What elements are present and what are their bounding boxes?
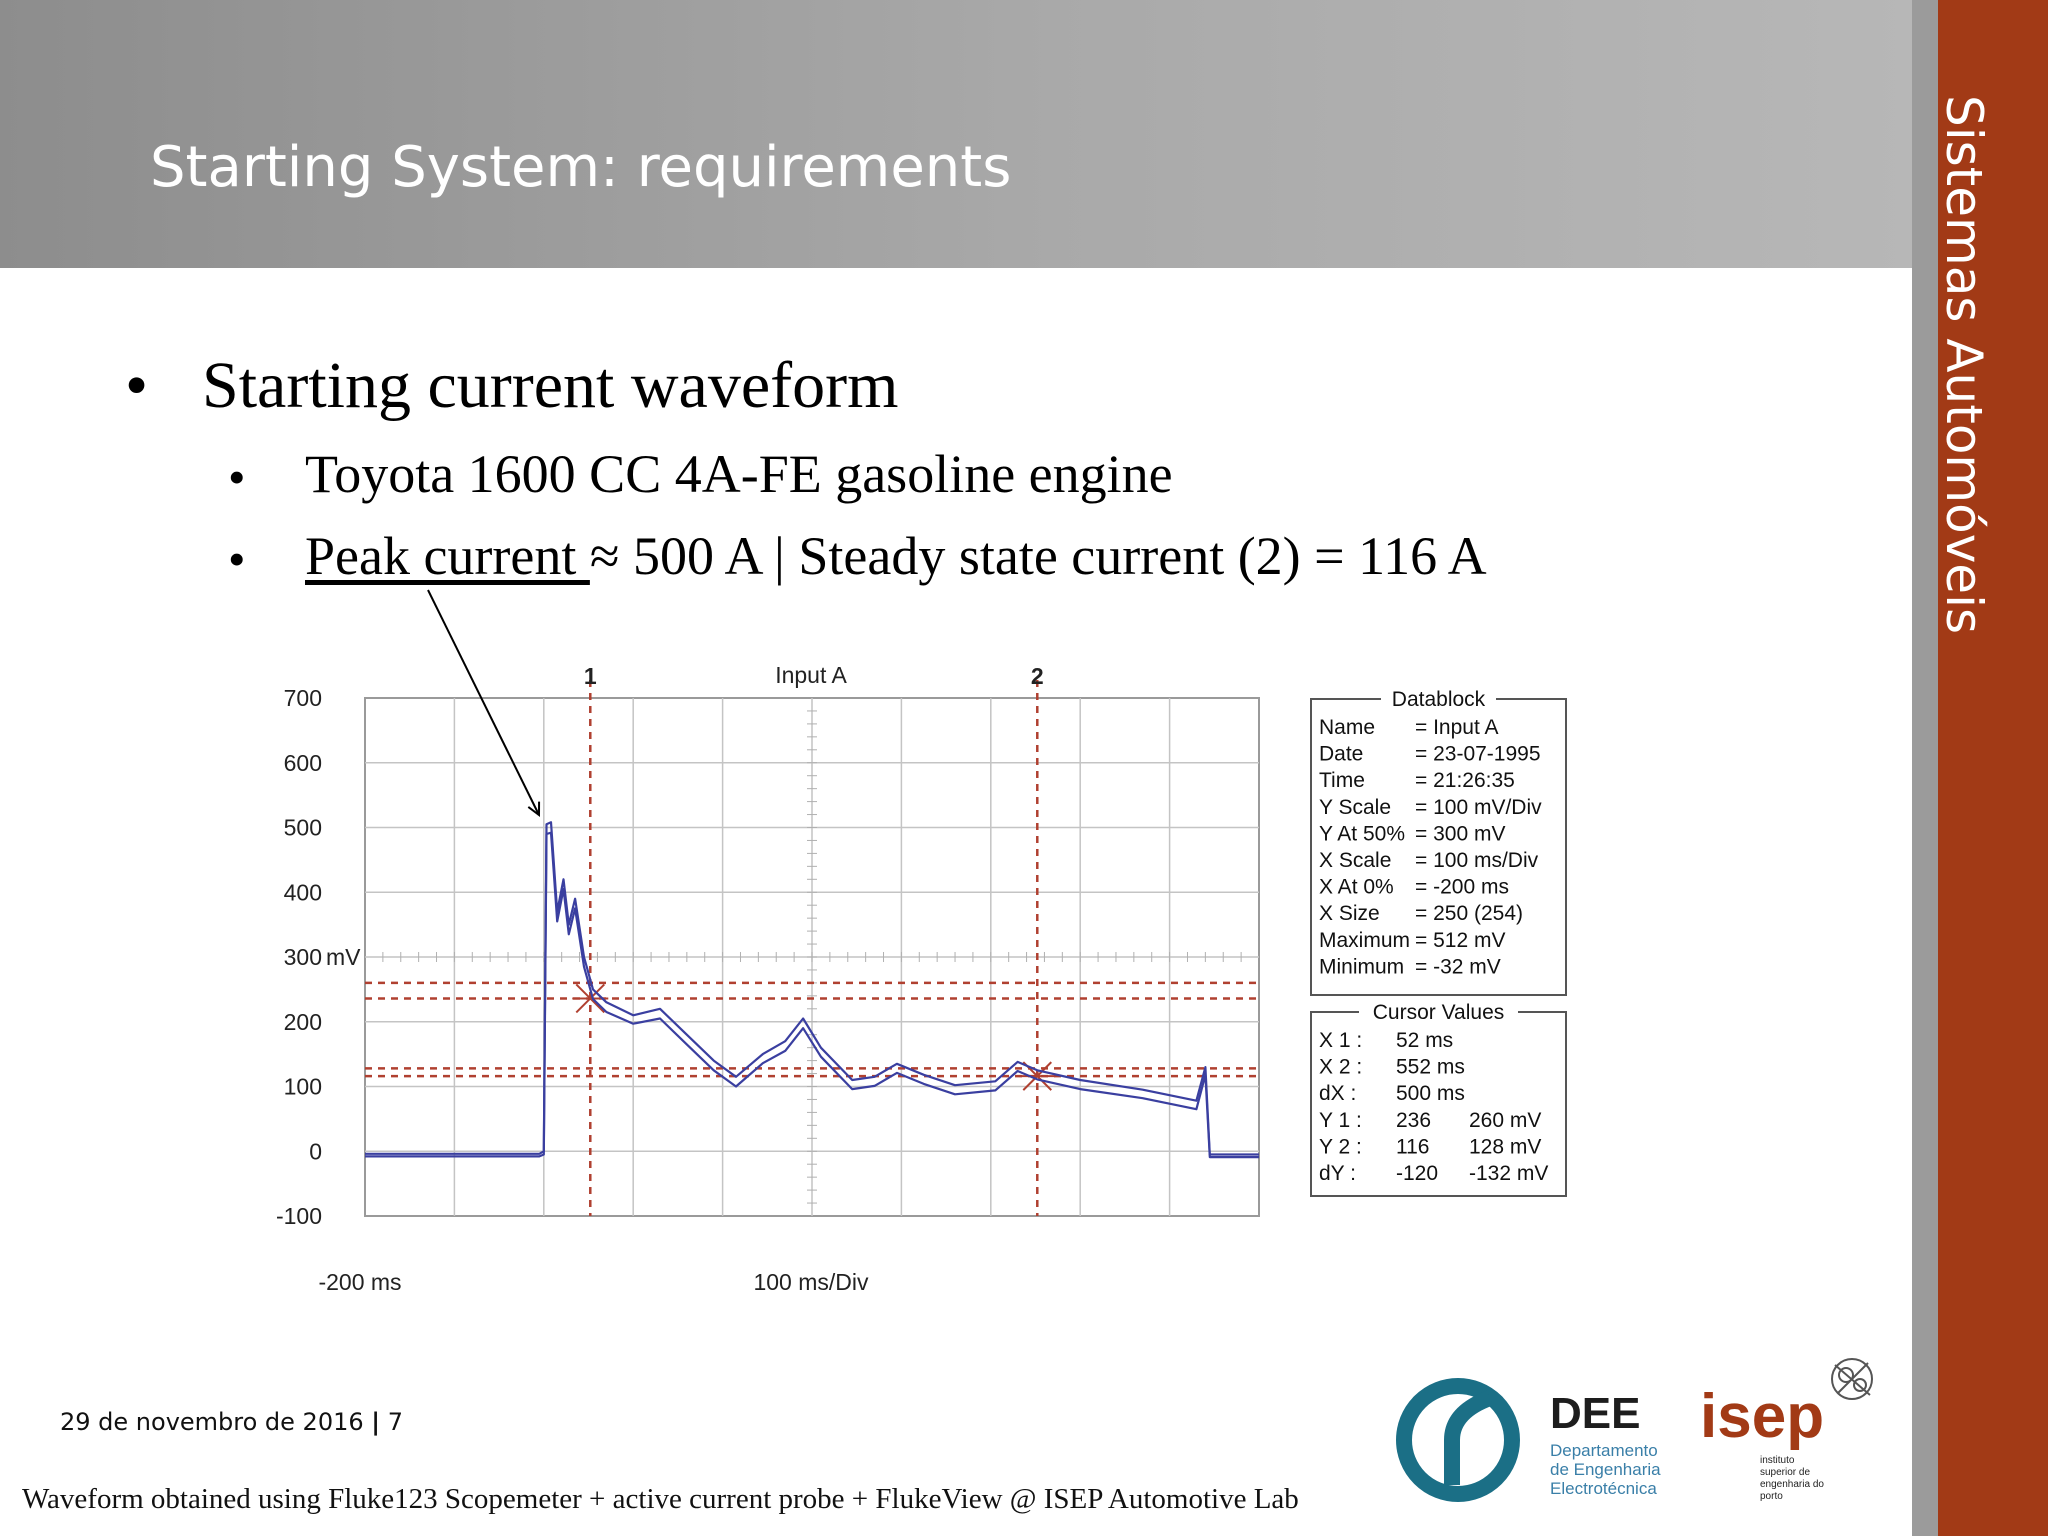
footer-credit: Waveform obtained using Fluke123 Scopeme…	[22, 1483, 1299, 1515]
dee-logo: DEE Departamento de Engenharia Electroté…	[1396, 1378, 1661, 1502]
panel-cell: X Scale	[1319, 849, 1391, 872]
title-bar: Starting System: requirements	[0, 0, 1912, 268]
panel-title: Datablock	[1392, 688, 1486, 711]
bullet-marker: •	[228, 531, 246, 587]
panel-title: Cursor Values	[1373, 1001, 1505, 1024]
panel-cell: Y 2 :	[1319, 1135, 1362, 1158]
panel-cell: 128 mV	[1469, 1135, 1541, 1158]
page-separator: |	[371, 1408, 381, 1436]
bullet-main: Starting current waveform	[202, 349, 899, 422]
panel-cell: 552 ms	[1396, 1056, 1465, 1079]
panel-title-bg	[1359, 1000, 1518, 1022]
panel-cell: = 512 mV	[1415, 929, 1505, 952]
peak-arrow	[427, 589, 539, 815]
footer-date: 29 de novembro de 2016 | 7	[60, 1408, 403, 1436]
y-tick-label: -100	[276, 1203, 322, 1229]
panel-cell: Y 1 :	[1319, 1109, 1362, 1132]
x-scale-label: 100 ms/Div	[753, 1269, 869, 1295]
panel-title-bg	[1381, 687, 1496, 709]
dee-logo-mark	[1444, 1390, 1493, 1485]
y-tick-label: 500	[284, 815, 322, 841]
bullet-sub-engine: Toyota 1600 CC 4A-FE gasoline engine	[305, 444, 1173, 504]
panel-cell: Date	[1319, 743, 1363, 766]
panel-cell: = 23-07-1995	[1415, 743, 1541, 766]
dee-line: de Engenharia	[1550, 1460, 1661, 1479]
panel-cell: = 250 (254)	[1415, 902, 1523, 925]
panel-cell: = -200 ms	[1415, 876, 1509, 899]
y-tick-label: 0	[309, 1138, 322, 1164]
cursor-values-panel: Cursor Values X 1 : 52 ms X 2 : 552 ms dX : 50…	[1310, 1000, 1567, 1197]
cursor-label: 1	[584, 663, 597, 689]
y-tick-label: 100	[284, 1074, 322, 1100]
panel-cell: 116	[1396, 1135, 1429, 1158]
isep-title: isep	[1700, 1382, 1824, 1451]
isep-line: engenharia do	[1760, 1479, 1824, 1490]
panel-frame	[1310, 1011, 1567, 1197]
panel-cell: X 1 :	[1319, 1029, 1362, 1052]
isep-line: instituto	[1760, 1455, 1795, 1466]
dee-logo-ring	[1396, 1378, 1520, 1502]
panel-cell: X At 0%	[1319, 876, 1394, 899]
isep-line: superior de	[1760, 1467, 1810, 1478]
panel-cell: = 300 mV	[1415, 822, 1505, 845]
datablock-panel: Datablock Name = Input A Date = 23-07-1995 Ti…	[1310, 687, 1567, 996]
peak-current-label: Peak current	[305, 526, 590, 586]
y-tick-label: 400	[284, 879, 322, 905]
isep-logo: isep instituto superior de engenharia do…	[1700, 1358, 1873, 1502]
y-tick-labels: 700 600 500 400 300 mV 200 100 0 -100	[276, 685, 361, 1229]
waveform-traces	[365, 821, 1259, 1159]
sidebar-band	[1938, 0, 2048, 1536]
panel-cell: Time	[1319, 769, 1365, 792]
panel-cell: X Size	[1319, 902, 1380, 925]
dee-title: DEE	[1550, 1389, 1640, 1438]
y-tick-label: 600	[284, 750, 322, 776]
slide-title: Starting System: requirements	[150, 135, 1012, 200]
panel-cell: 236	[1396, 1109, 1431, 1132]
isep-line: porto	[1760, 1491, 1783, 1502]
bullet-sub-current: Peak current ≈ 500 A | Steady state curr…	[305, 525, 1487, 587]
plot-grid	[365, 698, 1259, 1216]
panel-cell: -132 mV	[1469, 1162, 1548, 1185]
panel-frame	[1310, 698, 1567, 996]
date-text: 29 de novembro de 2016	[60, 1408, 364, 1436]
panel-cell: Y Scale	[1319, 796, 1391, 819]
x-start-label: -200 ms	[318, 1269, 401, 1295]
page-number: 7	[387, 1408, 403, 1436]
panel-cell: Y At 50%	[1319, 822, 1405, 845]
cursor-label: 2	[1031, 663, 1044, 689]
panel-cell: 260 mV	[1469, 1109, 1541, 1132]
panel-cell: = 21:26:35	[1415, 769, 1515, 792]
dee-line: Departamento	[1550, 1441, 1658, 1460]
y-tick-label: 700	[284, 685, 322, 711]
current-values: ≈ 500 A | Steady state current (2) = 116…	[589, 526, 1487, 586]
y-tick-label: 300	[284, 944, 322, 970]
panel-cell: Name	[1319, 716, 1375, 739]
panel-cell: Maximum	[1319, 929, 1410, 952]
panel-cell: 52 ms	[1396, 1029, 1453, 1052]
panel-cell: = -32 mV	[1415, 955, 1501, 978]
isep-emblem	[1831, 1358, 1873, 1400]
panel-cell: dY :	[1319, 1162, 1356, 1185]
panel-cell: X 2 :	[1319, 1056, 1362, 1079]
panel-cell: = 100 mV/Div	[1415, 796, 1542, 819]
panel-cell: = Input A	[1415, 716, 1499, 739]
chart-title: Input A	[775, 662, 847, 688]
y-tick-label: 200	[284, 1009, 322, 1035]
sidebar-divider	[1912, 0, 1938, 1536]
bullet-marker: •	[125, 349, 149, 422]
panel-cell: dX :	[1319, 1082, 1356, 1105]
panel-cell: = 100 ms/Div	[1415, 849, 1539, 872]
y-unit-label: mV	[326, 944, 361, 970]
bullet-marker: •	[228, 449, 246, 505]
dee-line: Electrotécnica	[1550, 1479, 1657, 1498]
panel-cell: Minimum	[1319, 955, 1404, 978]
panel-cell: -120	[1396, 1162, 1438, 1185]
waveform-trace-2	[365, 831, 1259, 1159]
panel-cell: 500 ms	[1396, 1082, 1465, 1105]
